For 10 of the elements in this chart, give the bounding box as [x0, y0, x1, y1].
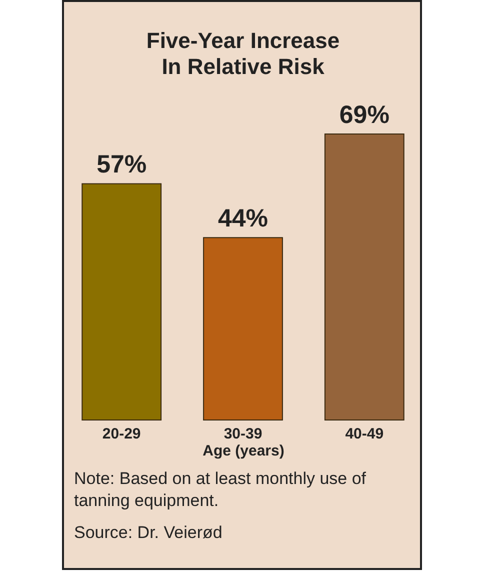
chart-title: Five-Year Increase In Relative Risk [146, 28, 340, 79]
text: Note: Based on at least monthly use of tanning equipment. [74, 468, 368, 512]
source-note: Source: Dr. Veierød [74, 522, 224, 544]
x-tick-label: 40-49 [345, 426, 384, 442]
data-label: 69% [339, 101, 390, 129]
x-tick-label: 30-39 [224, 426, 262, 442]
x-axis-title: Age (years) [202, 442, 284, 460]
x-tick-label: 20-29 [102, 426, 141, 442]
data-label: 44% [218, 204, 268, 233]
data-label: 57% [96, 150, 147, 179]
